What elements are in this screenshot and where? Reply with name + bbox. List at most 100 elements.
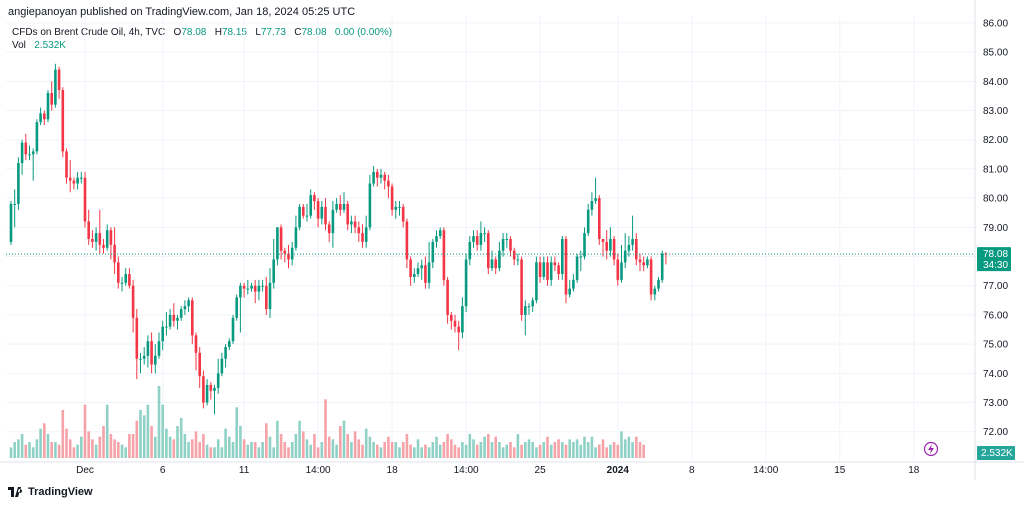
volume-bar [261, 442, 264, 458]
x-tick-label: 11 [239, 465, 250, 476]
volume-bar [268, 436, 272, 458]
candle-body [250, 285, 253, 289]
volume-bar [479, 442, 483, 458]
volume-bar [535, 447, 538, 458]
volume-bar [623, 439, 627, 458]
candle-body [298, 206, 301, 228]
volume-value: 2.532K [34, 40, 66, 51]
volume-bar [313, 434, 316, 458]
candle-body [253, 285, 257, 292]
volume-bar [176, 426, 179, 458]
volume-bar [339, 426, 342, 458]
candle-body [102, 244, 105, 248]
candle-body [431, 241, 435, 263]
candle-body [213, 387, 216, 391]
y-tick-label: 77.00 [983, 281, 1008, 292]
candle-body [128, 274, 131, 286]
candle-body [191, 300, 194, 336]
volume-bar [139, 410, 142, 458]
candle-body [76, 177, 79, 184]
volume-bar [13, 442, 16, 458]
candle-body [635, 239, 638, 260]
candle-body [305, 215, 309, 217]
candle-body [294, 227, 298, 248]
time-axis[interactable]: Dec 6 11 14:00 18 14:00 25 2024 8 14:00 15 18 [0, 461, 1024, 476]
flash-icon[interactable] [923, 441, 939, 457]
y-tick-label: 74.00 [983, 369, 1008, 380]
y-tick-label: 83.00 [983, 106, 1008, 117]
volume-bar [457, 447, 460, 458]
candle-body [483, 233, 486, 235]
volume-bar [527, 439, 531, 458]
symbol-name[interactable]: CFDs on Brent Crude Oil, 4h, TVC [12, 27, 166, 38]
volume-bar [494, 436, 497, 458]
y-tick-label: 73.00 [983, 398, 1008, 409]
volume-bar [413, 447, 416, 458]
candle-body [579, 256, 583, 258]
candle-body [631, 239, 634, 245]
candle-body [524, 306, 527, 315]
y-tick-label: 84.00 [983, 77, 1008, 88]
candle-body [590, 201, 594, 210]
volume-bar [401, 442, 405, 458]
candles [9, 63, 668, 415]
candle-body [623, 250, 627, 263]
candle-body [342, 203, 346, 210]
candle-body [161, 326, 164, 342]
candle-body [265, 285, 268, 310]
volume-bar [109, 434, 113, 458]
candle-body [28, 154, 31, 156]
volume-bar [239, 426, 242, 458]
volume-badge: 2.532K [977, 446, 1015, 460]
volume-bar [168, 436, 172, 458]
volume-bar [31, 447, 35, 458]
candle-body [612, 239, 616, 260]
volume-bar [154, 436, 157, 458]
tradingview-logo[interactable]: TradingView [8, 486, 93, 498]
candle-body [54, 69, 57, 105]
volume-bar [46, 434, 50, 458]
volume-bar [80, 436, 83, 458]
chart-grid [6, 16, 975, 462]
volume-bar [246, 444, 250, 458]
volume-bar [620, 431, 623, 458]
low-value: 77.73 [260, 27, 286, 38]
candle-body [490, 259, 494, 269]
volume-bar [54, 442, 57, 458]
candle-body [276, 227, 279, 260]
candle-body [546, 262, 549, 280]
x-tick-label: 6 [160, 465, 166, 476]
candle-body [61, 90, 65, 152]
volume-bar [512, 447, 516, 458]
volume-bar [394, 442, 398, 458]
volume-bar [549, 444, 553, 458]
y-tick-label: 86.00 [983, 18, 1008, 29]
volume-bar [498, 442, 501, 458]
volume-bar [65, 428, 68, 458]
volume-bar [124, 447, 127, 458]
volume-bar [475, 444, 479, 458]
candle-body [383, 174, 386, 181]
candle-body [475, 236, 479, 245]
candle-body [279, 227, 283, 251]
volume-label[interactable]: Vol [12, 40, 26, 51]
candle-body [616, 259, 620, 280]
volume-bar [120, 444, 124, 458]
price-axis[interactable]: 72.0073.0074.0075.0076.0077.0078.0079.00… [974, 0, 1008, 480]
high-label: H [214, 27, 222, 38]
volume-bar [450, 439, 453, 458]
candle-body [150, 341, 153, 365]
volume-bar [464, 444, 468, 458]
candle-body [309, 195, 312, 216]
volume-bar [376, 444, 379, 458]
y-tick-label: 76.00 [983, 310, 1008, 321]
candle-body [202, 376, 205, 403]
volume-bar [83, 404, 87, 458]
candle-body [268, 282, 272, 310]
volume-bar [305, 439, 309, 458]
volume-bar [420, 447, 423, 458]
candle-body [364, 227, 368, 242]
candle-body [246, 288, 250, 290]
volume-bar [327, 436, 331, 458]
